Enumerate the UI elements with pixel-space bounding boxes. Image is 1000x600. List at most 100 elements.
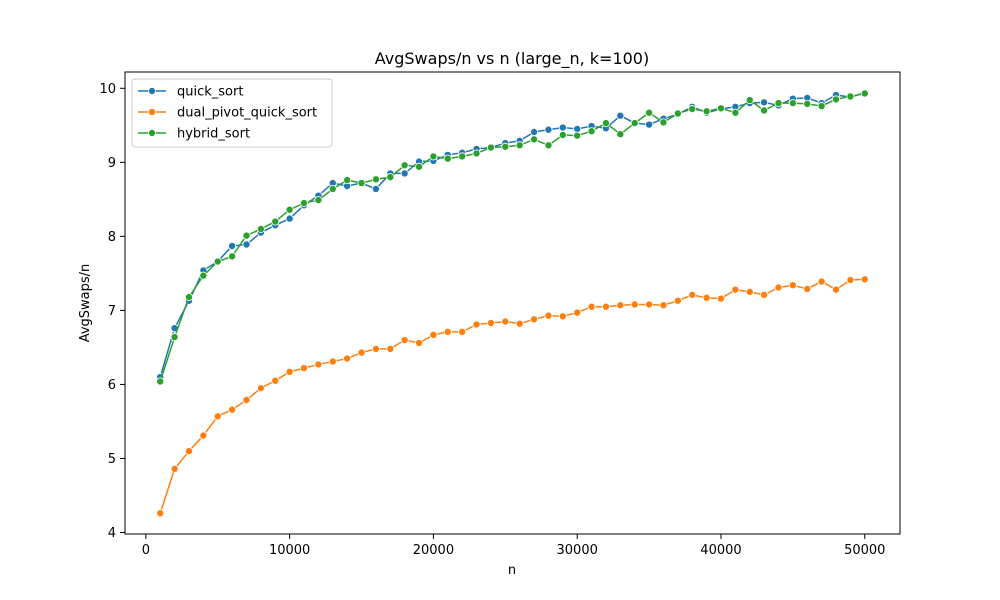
data-point bbox=[486, 318, 495, 327]
data-point bbox=[328, 357, 337, 366]
data-point bbox=[400, 336, 409, 345]
data-point bbox=[184, 293, 193, 302]
data-point bbox=[285, 205, 294, 214]
data-point bbox=[300, 199, 309, 208]
data-point bbox=[774, 283, 783, 292]
data-point bbox=[371, 175, 380, 184]
data-point bbox=[544, 125, 553, 134]
data-point bbox=[213, 412, 222, 421]
data-point bbox=[530, 135, 539, 144]
data-point bbox=[731, 108, 740, 117]
data-point bbox=[688, 290, 697, 299]
data-point bbox=[285, 367, 294, 376]
legend-item: hybrid_sort bbox=[138, 127, 250, 142]
series-layer bbox=[156, 88, 869, 518]
data-point bbox=[515, 141, 524, 150]
series-dual_pivot_quick_sort bbox=[156, 275, 869, 518]
y-axis: 4 5 6 7 8 9 10 bbox=[99, 82, 125, 541]
chart-title: AvgSwaps/n vs n (large_n, k=100) bbox=[375, 49, 649, 69]
data-point bbox=[242, 395, 251, 404]
data-point bbox=[817, 102, 826, 111]
x-axis: 0 10000 20000 30000 40000 50000 bbox=[142, 534, 885, 558]
data-point bbox=[645, 108, 654, 117]
data-point bbox=[558, 312, 567, 321]
data-point bbox=[716, 104, 725, 113]
data-point bbox=[386, 173, 395, 182]
data-point bbox=[760, 106, 769, 115]
data-point bbox=[817, 277, 826, 286]
data-point bbox=[228, 405, 237, 414]
data-point bbox=[156, 377, 165, 386]
y-axis-label: AvgSwaps/n bbox=[78, 264, 93, 343]
y-tick-label: 8 bbox=[108, 230, 116, 245]
data-point bbox=[573, 125, 582, 134]
data-point bbox=[415, 338, 424, 347]
x-axis-label: n bbox=[508, 563, 516, 578]
data-point bbox=[702, 107, 711, 116]
data-point bbox=[558, 130, 567, 139]
data-point bbox=[415, 162, 424, 171]
data-point bbox=[716, 294, 725, 303]
data-point bbox=[314, 196, 323, 205]
series-line bbox=[159, 278, 865, 514]
data-point bbox=[199, 271, 208, 280]
y-tick-label: 7 bbox=[108, 304, 116, 319]
data-point bbox=[803, 99, 812, 108]
data-point bbox=[429, 152, 438, 161]
data-point bbox=[630, 300, 639, 309]
data-point bbox=[530, 315, 539, 324]
data-point bbox=[472, 320, 481, 329]
data-point bbox=[515, 319, 524, 328]
x-tick-label: 20000 bbox=[413, 543, 454, 558]
data-point bbox=[256, 384, 265, 393]
data-point bbox=[673, 296, 682, 305]
data-point bbox=[199, 431, 208, 440]
data-point bbox=[400, 161, 409, 170]
data-point bbox=[170, 333, 179, 342]
legend-item: dual_pivot_quick_sort bbox=[138, 106, 317, 121]
legend: quick_sort dual_pivot_quick_sort hybrid_so… bbox=[131, 78, 333, 148]
data-point bbox=[458, 327, 467, 336]
data-point bbox=[429, 330, 438, 339]
data-point bbox=[616, 111, 625, 120]
legend-box bbox=[131, 78, 333, 148]
data-point bbox=[616, 130, 625, 139]
data-point bbox=[501, 317, 510, 326]
x-tick-label: 50000 bbox=[844, 543, 885, 558]
data-point bbox=[616, 301, 625, 310]
legend-label: quick_sort bbox=[177, 85, 243, 100]
data-point bbox=[501, 142, 510, 151]
data-point bbox=[745, 96, 754, 105]
data-point bbox=[630, 119, 639, 128]
data-point bbox=[645, 120, 654, 129]
data-point bbox=[832, 95, 841, 104]
data-point bbox=[300, 364, 309, 373]
data-point bbox=[846, 92, 855, 101]
data-point bbox=[788, 281, 797, 290]
plot-frame bbox=[124, 71, 901, 535]
data-point bbox=[774, 99, 783, 108]
data-point bbox=[400, 169, 409, 178]
data-point bbox=[860, 89, 869, 98]
data-point bbox=[285, 214, 294, 223]
legend-marker bbox=[147, 87, 156, 96]
data-point bbox=[558, 123, 567, 132]
x-tick-label: 40000 bbox=[700, 543, 741, 558]
data-point bbox=[760, 290, 769, 299]
data-point bbox=[601, 302, 610, 311]
data-point bbox=[170, 464, 179, 473]
data-point bbox=[803, 284, 812, 293]
x-tick-label: 0 bbox=[142, 543, 150, 558]
data-point bbox=[486, 143, 495, 152]
data-point bbox=[343, 354, 352, 363]
data-point bbox=[673, 109, 682, 118]
data-point bbox=[587, 127, 596, 136]
legend-label: hybrid_sort bbox=[177, 127, 250, 142]
legend-marker bbox=[147, 108, 156, 117]
data-point bbox=[343, 176, 352, 185]
data-point bbox=[731, 285, 740, 294]
data-point bbox=[271, 376, 280, 385]
plot-area bbox=[124, 71, 901, 535]
data-point bbox=[386, 344, 395, 353]
data-point bbox=[645, 300, 654, 309]
